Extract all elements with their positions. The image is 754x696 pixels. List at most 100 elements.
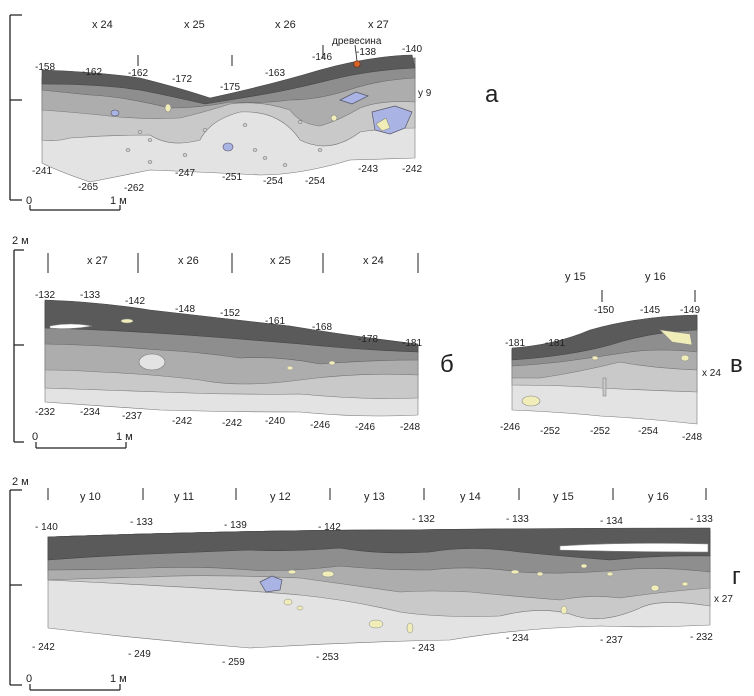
profile-v-clay-lens (659, 329, 693, 346)
profile-v-depth-bottom: -252 (540, 426, 560, 437)
profile-a-depth-top: -140 (402, 44, 422, 55)
profile-v-grid-label: y 15 (565, 271, 586, 283)
profile-a-stone (339, 91, 369, 105)
profile-g-grid-label: y 12 (270, 491, 291, 503)
profile-b-depth-bottom: -240 (265, 416, 285, 427)
profile-b-grid-label: x 26 (178, 255, 199, 267)
profile-b-depth-top: -152 (220, 308, 240, 319)
profile-b-depth-top: -168 (312, 322, 332, 333)
profile-g-vertical-scale (9, 489, 22, 686)
profile-g-scale-bar (29, 684, 121, 691)
profile-a-depth-top: -146 (312, 52, 332, 63)
profile-g-grid-label: y 16 (648, 491, 669, 503)
profile-g-letter: г (732, 563, 741, 590)
profile-v-post-trace (602, 377, 607, 397)
profile-g-scale-label: 1 м (110, 673, 127, 685)
profile-a-depth-top: -163 (265, 68, 285, 79)
profile-v-grid-label: y 16 (645, 271, 666, 283)
profile-a-depth-bottom: -265 (78, 182, 98, 193)
profile-b-depth-bottom: -232 (35, 407, 55, 418)
profile-a-depth-top: -158 (35, 62, 55, 73)
profile-b-scale-bar (35, 442, 127, 449)
profile-g-white-lens (559, 543, 709, 553)
profile-g-scale-top-label: 2 м (12, 476, 29, 488)
profile-v-grid-ticks (601, 290, 696, 302)
profile-v-depth-top: -149 (680, 305, 700, 316)
profile-b-white-lens (49, 323, 93, 329)
profile-g-depth-bottom: - 259 (222, 657, 245, 668)
profile-b-depth-bottom: -246 (310, 420, 330, 431)
profile-a-depth-bottom: -243 (358, 164, 378, 175)
profile-a-scale-label: 1 м (110, 195, 127, 207)
profile-a-clay-lens (164, 103, 172, 113)
profile-a-depth-bottom: -247 (175, 168, 195, 179)
profile-g-depth-top: - 132 (412, 514, 435, 525)
profile-a-letter: а (485, 81, 499, 108)
profile-v-clay-lens (521, 395, 541, 407)
profile-b-depth-top: -181 (402, 338, 422, 349)
profile-b-depth-bottom: -246 (355, 422, 375, 433)
profile-a-side-label: y 9 (418, 88, 432, 99)
profile-g-grid-label: y 15 (553, 491, 574, 503)
profile-v-depth-bottom: -254 (638, 426, 658, 437)
profile-v-depth-bottom: -246 (500, 422, 520, 433)
profile-g-depth-bottom: - 249 (128, 649, 151, 660)
profile-b-grid-label: x 27 (87, 255, 108, 267)
profile-g-grid-label: y 13 (364, 491, 385, 503)
profile-b-grid-label: x 25 (270, 255, 291, 267)
profile-a-annotation: древесина (332, 36, 382, 47)
profile-a-depth-bottom: -251 (222, 172, 242, 183)
profile-a-scale-bar (29, 205, 121, 211)
profile-g-grid-ticks (47, 488, 707, 500)
profile-g-depth-top: - 142 (318, 522, 341, 533)
profile-b-depth-top: -132 (35, 290, 55, 301)
profile-v-depth-top: -181 (505, 338, 525, 349)
profile-g-stone (259, 575, 283, 593)
profile-b-depth-top: -142 (125, 296, 145, 307)
profile-a-depth-top: -172 (172, 74, 192, 85)
profile-b-letter: б (440, 351, 454, 378)
profile-a-layer-top (41, 54, 416, 105)
profile-a-grid-label: x 26 (275, 19, 296, 31)
profile-b-grid-ticks (47, 253, 419, 273)
profile-a-depth-top: -162 (128, 68, 148, 79)
profile-b-depth-top: -178 (358, 334, 378, 345)
profile-b-scale-zero: 0 (32, 431, 38, 443)
profile-g-side-label: x 27 (714, 594, 733, 605)
profile-a-depth-top: -175 (220, 82, 240, 93)
profile-a: x 24 x 25 x 26 x 27 древесина -158 -162 … (9, 14, 499, 211)
profile-a-annotation-leader (354, 44, 358, 62)
profile-a-scale-zero: 0 (26, 195, 32, 207)
profile-v-side-label: x 24 (702, 368, 721, 379)
profile-g-depth-top: - 134 (600, 516, 623, 527)
profile-b-vertical-scale (13, 249, 24, 443)
profile-b-depth-bottom: -242 (222, 418, 242, 429)
profile-a-depth-top: -162 (82, 67, 102, 78)
profile-g-depth-bottom: - 234 (506, 633, 529, 644)
profile-a-pebbles (125, 120, 323, 167)
profile-v: y 15 y 16 -181 -181 -150 -145 -149 x 24 … (500, 271, 743, 443)
profile-a-stone (110, 109, 120, 117)
profile-v-letter: в (730, 351, 743, 378)
profile-a-grid-label: x 25 (184, 19, 205, 31)
profile-b-scale-label: 1 м (116, 431, 133, 443)
profile-v-depth-top: -181 (545, 338, 565, 349)
profile-g-depth-top: - 133 (130, 517, 153, 528)
profile-b-clay-lens (328, 360, 336, 366)
profile-a-clay-lens (330, 114, 338, 122)
profile-b-clay-lens (286, 365, 294, 371)
profile-b-depth-bottom: -242 (172, 416, 192, 427)
profile-a-stone (222, 142, 234, 152)
profile-b-pebble (138, 353, 166, 371)
profile-v-clay-lens (680, 354, 690, 362)
profile-b-depth-top: -161 (265, 316, 285, 327)
profile-a-depth-bottom: -254 (305, 176, 325, 187)
profile-g-layer-top (47, 527, 711, 561)
profile-g-depth-top: - 139 (224, 520, 247, 531)
profile-a-depth-top: -138 (356, 47, 376, 58)
profile-b-depth-top: -133 (80, 290, 100, 301)
profile-g-scale-zero: 0 (26, 673, 32, 685)
profile-v-depth-bottom: -252 (590, 426, 610, 437)
profile-a-vertical-scale (9, 14, 22, 201)
